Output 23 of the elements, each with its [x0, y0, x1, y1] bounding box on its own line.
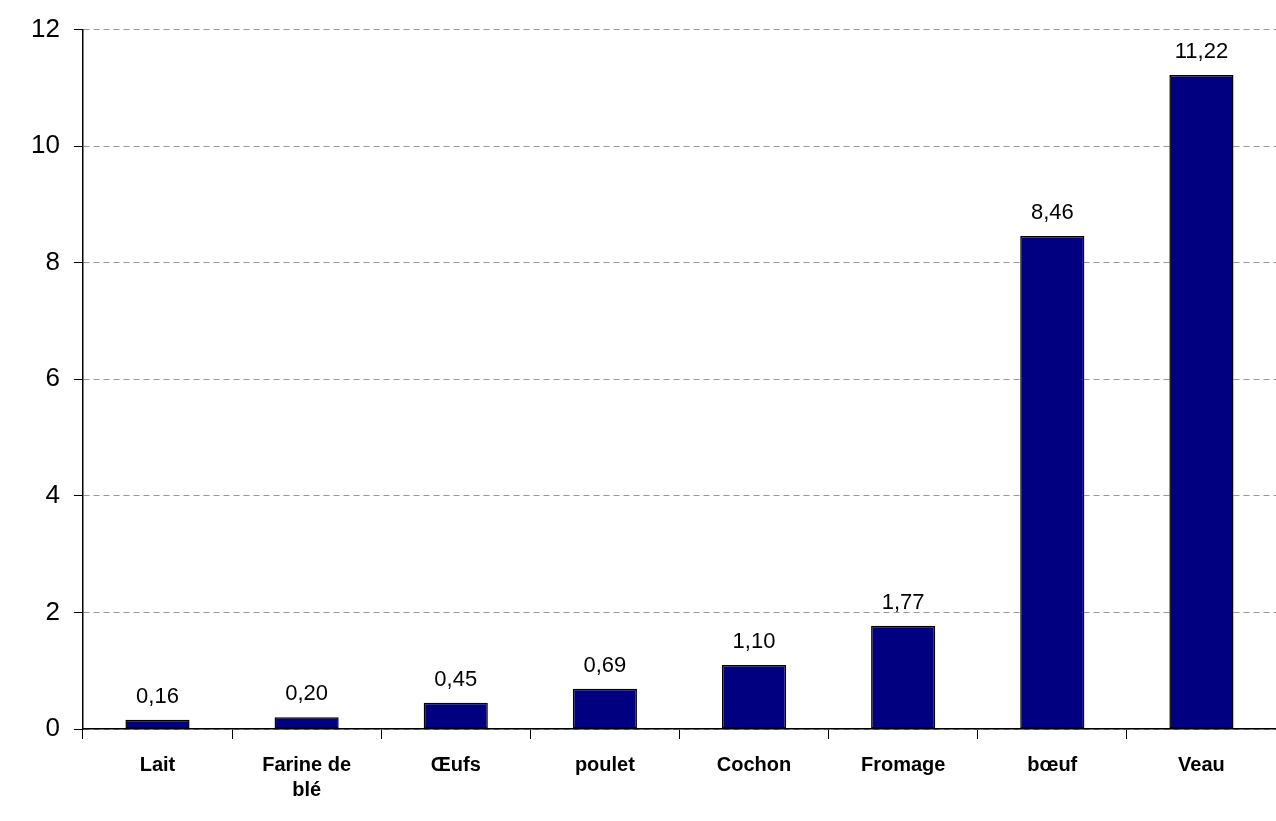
y-tick-label: 12 [31, 12, 60, 43]
y-tick-label: 0 [45, 712, 60, 743]
data-label: 8,46 [1030, 198, 1074, 224]
data-label: 0,69 [583, 651, 627, 677]
y-tick-label: 10 [31, 129, 60, 160]
y-tick-label: 8 [45, 245, 60, 276]
data-label: 1,77 [881, 588, 925, 614]
data-label: 11,22 [1174, 38, 1229, 64]
data-label: 0,16 [136, 682, 179, 708]
x-tick-label: Veau [1178, 753, 1225, 776]
x-tick-label: Lait [139, 753, 176, 776]
data-label: 0,45 [434, 665, 478, 691]
data-label: 1,10 [732, 627, 776, 653]
x-tick-label: Œufs [430, 753, 481, 776]
data-label: 0,20 [285, 680, 329, 706]
y-tick-label: 4 [45, 479, 60, 510]
x-tick-label: Farine de blé [262, 753, 352, 801]
y-tick-label: 6 [45, 362, 60, 393]
x-tick-label: Fromage [860, 753, 946, 776]
y-tick-label: 2 [45, 595, 60, 626]
x-tick-label: poulet [574, 753, 636, 776]
x-tick-label: bœuf [1027, 753, 1078, 776]
x-tick-label: Cochon [716, 753, 792, 776]
